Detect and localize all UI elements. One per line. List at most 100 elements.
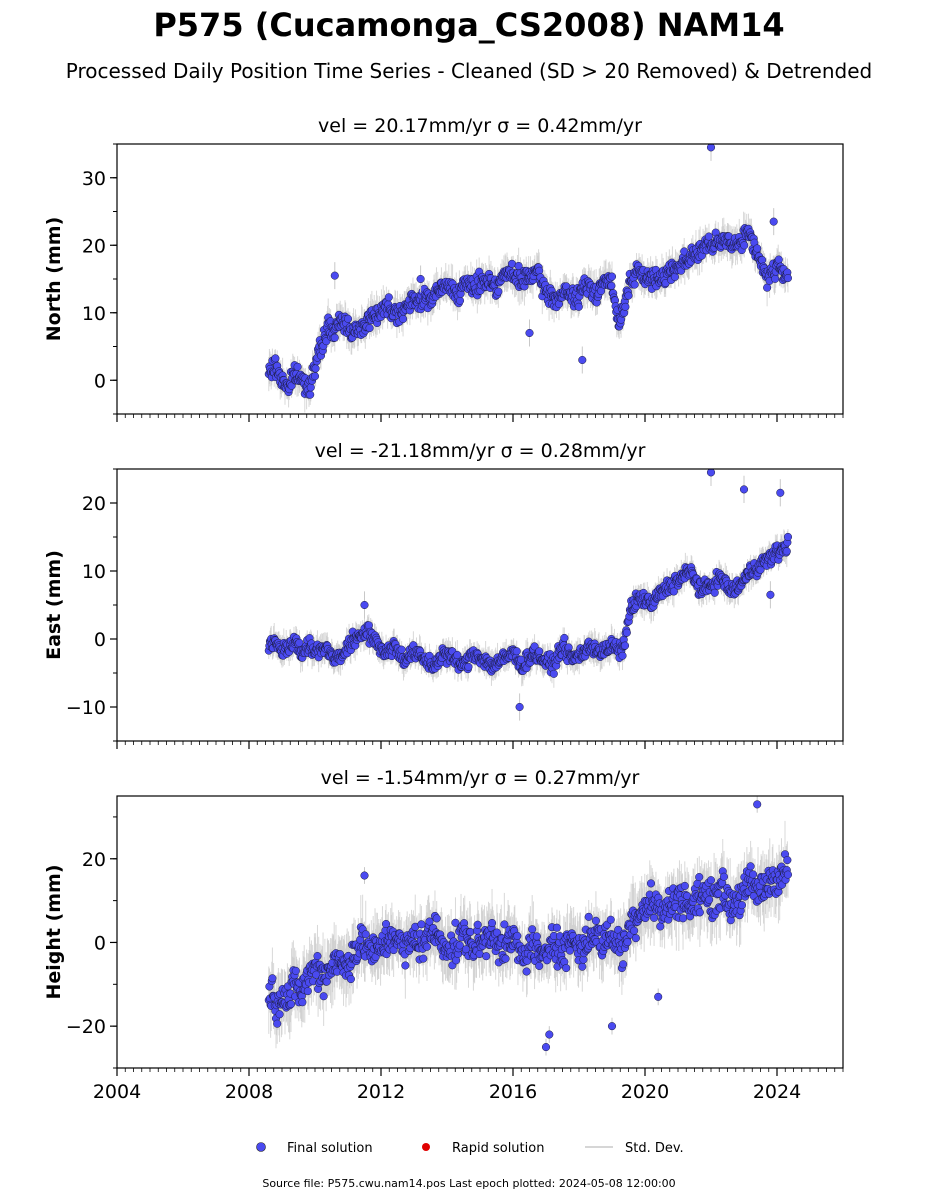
data-point bbox=[286, 1000, 296, 1009]
y-tick-label: 0 bbox=[94, 629, 106, 651]
data-point bbox=[618, 651, 627, 660]
data-point bbox=[535, 961, 544, 970]
data-point bbox=[365, 323, 374, 333]
data-point bbox=[771, 274, 780, 283]
data-point bbox=[473, 920, 482, 929]
data-point bbox=[453, 650, 462, 660]
data-point bbox=[560, 633, 569, 642]
data-point bbox=[535, 647, 544, 656]
data-point bbox=[500, 920, 509, 929]
y-tick-label: 20 bbox=[82, 235, 106, 257]
outlier-point bbox=[525, 328, 534, 338]
data-point bbox=[482, 952, 491, 961]
outlier-point bbox=[515, 702, 524, 712]
y-tick-label: 0 bbox=[94, 370, 106, 392]
data-point bbox=[268, 974, 277, 983]
data-point bbox=[704, 232, 713, 241]
data-point bbox=[630, 280, 639, 289]
data-point bbox=[620, 641, 630, 650]
y-tick-label: −10 bbox=[66, 697, 106, 719]
plot-area bbox=[264, 469, 793, 721]
data-point bbox=[275, 1010, 284, 1019]
data-point bbox=[330, 333, 339, 342]
y-axis-label: East (mm) bbox=[43, 550, 65, 660]
data-point bbox=[622, 628, 631, 637]
data-point bbox=[607, 272, 617, 281]
data-point bbox=[782, 547, 791, 556]
y-tick-label: 30 bbox=[82, 168, 106, 190]
y-tick-label: 20 bbox=[82, 493, 106, 515]
data-point bbox=[549, 669, 558, 678]
data-point bbox=[291, 966, 300, 975]
data-point bbox=[621, 302, 630, 311]
data-point bbox=[763, 283, 772, 292]
panel-title: vel = -21.18mm/yr σ = 0.28mm/yr bbox=[315, 440, 646, 462]
data-point bbox=[401, 961, 410, 970]
data-point bbox=[313, 952, 322, 961]
figure-subtitle: Processed Daily Position Time Series - C… bbox=[66, 59, 872, 83]
data-point bbox=[319, 992, 328, 1001]
panel-2: vel = -21.18mm/yr σ = 0.28mm/yr East (mm)… bbox=[43, 440, 844, 749]
data-point bbox=[306, 383, 315, 392]
data-point bbox=[451, 918, 460, 927]
data-point bbox=[455, 941, 464, 950]
data-point bbox=[574, 302, 583, 311]
data-point bbox=[532, 932, 541, 941]
data-point bbox=[758, 255, 767, 265]
plot-area bbox=[264, 144, 792, 413]
data-point bbox=[422, 942, 432, 951]
data-point bbox=[522, 967, 531, 976]
data-point bbox=[494, 287, 503, 296]
data-point bbox=[295, 638, 304, 647]
data-point bbox=[419, 954, 428, 963]
data-point bbox=[624, 291, 633, 300]
data-point bbox=[753, 244, 762, 253]
outlier-point bbox=[706, 144, 716, 152]
y-axis-label: Height (mm) bbox=[43, 864, 65, 999]
data-point bbox=[381, 919, 391, 929]
data-point bbox=[311, 364, 320, 373]
outlier-point bbox=[416, 274, 425, 284]
panel-title: vel = 20.17mm/yr σ = 0.42mm/yr bbox=[318, 115, 642, 137]
figure-title: P575 (Cucamonga_CS2008) NAM14 bbox=[153, 6, 784, 44]
data-point bbox=[271, 354, 280, 363]
data-point bbox=[783, 532, 793, 542]
data-point bbox=[501, 954, 510, 963]
panel-3: vel = -1.54mm/yr σ = 0.27mm/yr Height (mm… bbox=[43, 767, 844, 1103]
panel-title: vel = -1.54mm/yr σ = 0.27mm/yr bbox=[321, 767, 640, 789]
data-point bbox=[530, 642, 539, 651]
data-point bbox=[487, 918, 497, 928]
data-point bbox=[455, 296, 465, 305]
y-tick-label: 10 bbox=[82, 303, 106, 325]
data-point bbox=[512, 647, 521, 656]
outlier-point bbox=[739, 485, 749, 494]
data-point bbox=[425, 917, 434, 926]
y-tick-label: 10 bbox=[82, 561, 106, 583]
data-point bbox=[466, 927, 475, 937]
data-point bbox=[492, 928, 501, 937]
data-point bbox=[464, 662, 473, 671]
data-point bbox=[293, 362, 302, 371]
outlier-point bbox=[330, 271, 339, 280]
data-point bbox=[310, 372, 320, 381]
panel-1: vel = 20.17mm/yr σ = 0.42mm/yr North (mm)… bbox=[43, 115, 844, 422]
data-point bbox=[607, 281, 616, 290]
data-point bbox=[343, 314, 353, 323]
outlier-point bbox=[766, 590, 775, 599]
data-point bbox=[306, 390, 315, 399]
y-axis-label: North (mm) bbox=[43, 217, 65, 342]
data-point bbox=[273, 1019, 282, 1028]
data-point bbox=[417, 920, 426, 929]
plot-area bbox=[264, 796, 793, 1056]
data-point bbox=[399, 314, 408, 323]
data-point bbox=[384, 293, 393, 302]
data-point bbox=[783, 274, 792, 283]
outlier-point bbox=[706, 469, 716, 477]
data-point bbox=[303, 987, 312, 996]
data-point bbox=[513, 931, 522, 940]
outlier-point bbox=[578, 355, 587, 365]
data-point bbox=[397, 645, 406, 654]
chart-panels: vel = 20.17mm/yr σ = 0.42mm/yr North (mm)… bbox=[43, 115, 844, 1103]
data-point bbox=[740, 241, 749, 250]
